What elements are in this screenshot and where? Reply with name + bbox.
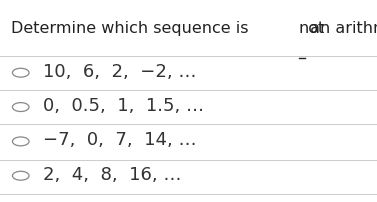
Text: 10,  6,  2,  −2, …: 10, 6, 2, −2, …: [43, 63, 197, 81]
Text: 2,  4,  8,  16, …: 2, 4, 8, 16, …: [43, 166, 182, 184]
Text: Determine which sequence is: Determine which sequence is: [11, 21, 254, 36]
Text: 0,  0.5,  1,  1.5, …: 0, 0.5, 1, 1.5, …: [43, 97, 204, 115]
Text: −7,  0,  7,  14, …: −7, 0, 7, 14, …: [43, 131, 197, 149]
Text: an arithmetic sequence.: an arithmetic sequence.: [305, 21, 377, 36]
Text: not: not: [299, 21, 325, 36]
